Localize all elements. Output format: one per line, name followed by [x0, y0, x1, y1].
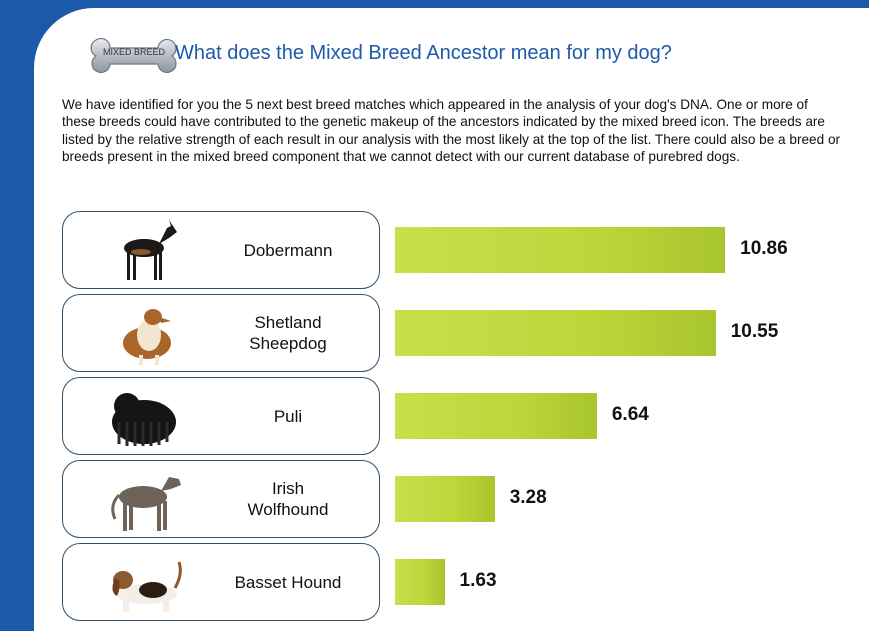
breed-card: Dobermann	[62, 211, 380, 289]
breed-score-bar	[395, 476, 495, 522]
page-title: What does the Mixed Breed Ancestor mean …	[175, 42, 672, 64]
breed-score-bar	[395, 559, 445, 605]
breed-name: Shetland Sheepdog	[249, 313, 327, 353]
breed-score-bar	[395, 227, 726, 273]
breed-name: Dobermann	[243, 240, 333, 260]
basset-hound-photo-icon	[112, 561, 182, 612]
mixed-breed-badge-label: MIXED BREED	[102, 47, 165, 57]
breed-card: Puli	[62, 377, 380, 455]
report-page: MIXED BREED What does the Mixed Breed An…	[34, 8, 869, 631]
dobermann-photo-icon	[124, 220, 177, 280]
breed-score-label: 6.64	[611, 404, 649, 425]
intro-paragraph: We have identified for you the 5 next be…	[62, 97, 841, 165]
breed-name: Basset Hound	[234, 572, 342, 592]
breed-card: Shetland Sheepdog	[62, 294, 380, 372]
breed-name: Irish Wolfhound	[247, 479, 329, 519]
shetland-sheepdog-photo-icon	[123, 309, 171, 365]
breed-name: Puli	[273, 406, 303, 426]
irish-wolfhound-photo-icon	[111, 477, 181, 531]
breed-score-bar	[395, 310, 716, 356]
mixed-breed-tag-icon	[90, 37, 177, 74]
breed-score-label: 10.86	[740, 238, 788, 259]
breed-score-label: 3.28	[509, 487, 547, 508]
breed-score-label: 10.55	[730, 321, 779, 342]
breed-score-bar	[395, 393, 597, 439]
breed-card: Basset Hound	[62, 543, 380, 621]
breed-score-label: 1.63	[459, 570, 497, 591]
puli-photo-icon	[112, 393, 176, 446]
breed-card: Irish Wolfhound	[62, 460, 380, 538]
